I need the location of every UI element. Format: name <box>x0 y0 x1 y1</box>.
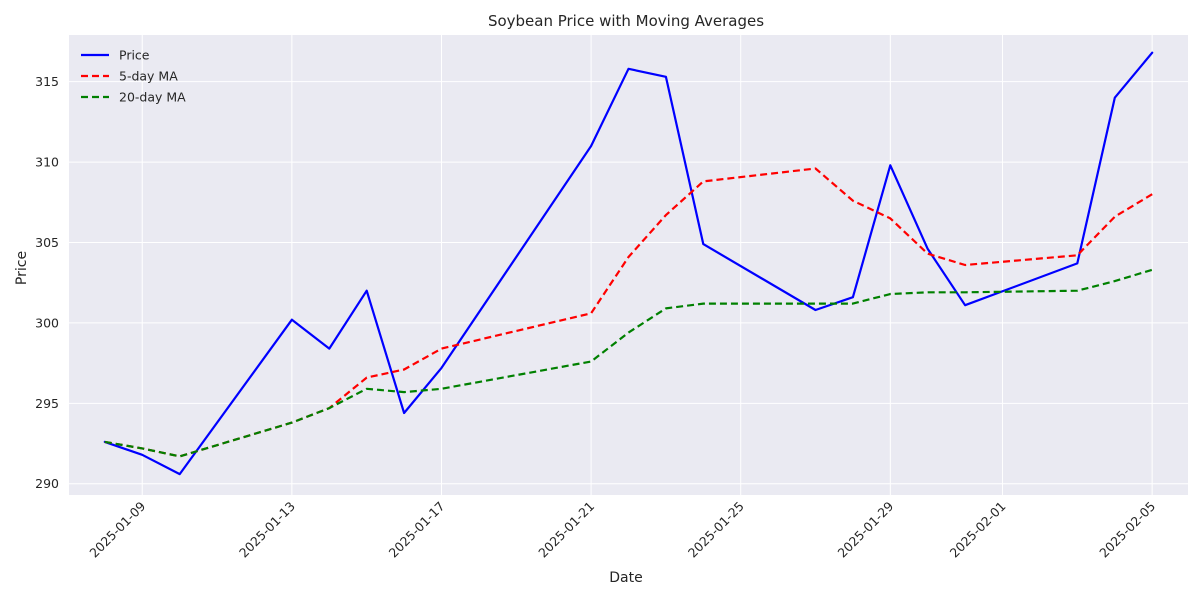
chart-title: Soybean Price with Moving Averages <box>488 12 764 30</box>
x-axis: 2025-01-09 2025-01-13 2025-01-17 2025-01-21… <box>86 498 1158 560</box>
y-tick-label: 310 <box>35 155 59 170</box>
y-tick-label: 290 <box>35 476 59 491</box>
plot-area <box>69 35 1188 495</box>
y-tick-label: 295 <box>35 396 59 411</box>
x-tick-label: 2025-01-13 <box>236 499 298 561</box>
grid <box>69 35 1188 495</box>
x-tick-label: 2025-01-25 <box>685 499 747 561</box>
x-tick-label: 2025-01-21 <box>535 499 597 561</box>
x-tick-label: 2025-01-29 <box>834 498 896 560</box>
y-tick-label: 315 <box>35 74 59 89</box>
legend-label: 5-day MA <box>119 69 178 84</box>
legend-label: 20-day MA <box>119 90 186 105</box>
series-line-20-day-ma <box>104 268 1153 458</box>
y-tick-label: 300 <box>35 315 59 330</box>
x-tick-label: 2025-02-01 <box>947 499 1009 561</box>
x-tick-label: 2025-02-05 <box>1096 499 1158 561</box>
x-tick-label: 2025-01-09 <box>86 498 148 560</box>
series-layer <box>103 51 1154 476</box>
y-tick-label: 305 <box>35 235 59 250</box>
y-axis: 290 295 300 305 310 315 <box>35 74 59 491</box>
y-axis-label: Price <box>14 251 30 285</box>
legend: Price 5-day MA 20-day MA <box>81 48 186 105</box>
x-axis-label: Date <box>609 570 642 586</box>
series-line-price <box>103 51 1154 476</box>
x-tick-label: 2025-01-17 <box>386 499 448 561</box>
legend-label: Price <box>119 48 150 63</box>
